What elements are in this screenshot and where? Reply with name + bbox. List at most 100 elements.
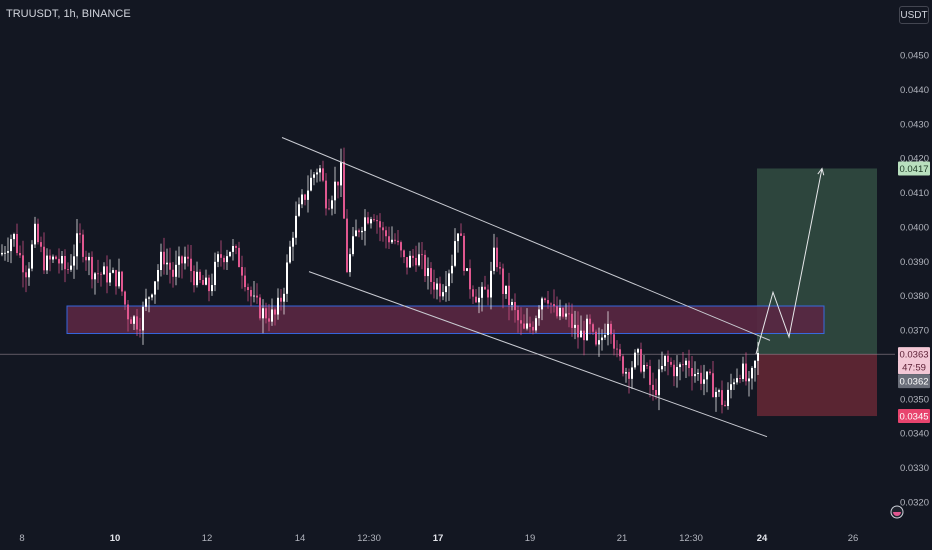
price-tick-label: 0.0380 (900, 291, 929, 302)
candle-body (199, 271, 201, 281)
candle-body (208, 277, 210, 292)
candle-body (445, 286, 447, 293)
candle-body (82, 234, 84, 257)
candle-body (733, 382, 735, 385)
price-tick-label: 0.0330 (900, 463, 929, 474)
candle-body (451, 265, 453, 274)
price-tick-label: 0.0420 (900, 154, 929, 165)
candle-body (478, 297, 480, 303)
candle-body (322, 168, 324, 181)
candle-body (571, 313, 573, 328)
candle-body (421, 254, 423, 256)
candle-body (340, 161, 342, 186)
countdown-tag: 47:59 (902, 363, 926, 374)
projection-path[interactable] (755, 168, 823, 355)
candle-body (676, 367, 678, 377)
candle-body (757, 353, 759, 361)
candle-body (172, 269, 174, 277)
candle-body (517, 310, 519, 321)
candle-body (580, 330, 582, 338)
candle-body (253, 295, 255, 297)
candle-body (202, 280, 204, 285)
candle-body (349, 254, 351, 273)
candle-body (634, 352, 636, 368)
candle-body (223, 257, 225, 263)
channel-lower-line[interactable] (308, 271, 768, 438)
candle-body (589, 318, 591, 325)
candle-body (61, 255, 63, 264)
candle-body (628, 372, 630, 379)
candle-body (136, 316, 138, 330)
candle-body (367, 217, 369, 224)
candle-body (319, 168, 321, 173)
time-axis: 8 10 12 14 12:30 17 19 21 12:30 24 26 (0, 528, 895, 550)
candle-body (520, 320, 522, 324)
candle-body (151, 294, 153, 298)
drawing-layer (0, 168, 895, 417)
candle-body (430, 268, 432, 282)
candle-body (94, 273, 96, 280)
candle-body (523, 323, 525, 329)
candle-body (106, 266, 108, 283)
candle-body (325, 180, 327, 209)
candle-body (103, 266, 105, 275)
candle-body (499, 267, 501, 269)
candle-body (328, 208, 330, 210)
candle-body (232, 246, 234, 252)
candle-body (631, 367, 633, 379)
candle-body (502, 268, 504, 294)
candle-body (565, 313, 567, 317)
channel-upper-line[interactable] (281, 137, 771, 341)
candle-body (334, 181, 336, 201)
time-tick-label: 26 (848, 533, 859, 544)
candle-body (508, 285, 510, 306)
time-tick-label: 17 (433, 533, 444, 544)
currency-button[interactable]: USDT (899, 6, 929, 24)
price-tick-label: 0.0440 (900, 85, 929, 96)
candle-body (85, 256, 87, 261)
candle-body (220, 254, 222, 258)
candle-body (211, 285, 213, 292)
demand-zone-rect[interactable] (66, 305, 825, 335)
candle-body (562, 307, 564, 317)
candle-body (481, 286, 483, 298)
candle-body (49, 255, 51, 260)
candle-body (4, 252, 6, 254)
candle-body (97, 273, 99, 275)
candle-body (52, 256, 54, 260)
candle-body (205, 277, 207, 285)
candle-body (493, 247, 495, 271)
candle-body (31, 244, 33, 269)
candle-body (265, 308, 267, 319)
candle-body (58, 258, 60, 264)
candle-body (454, 241, 456, 266)
candle-body (118, 271, 120, 287)
candle-body (109, 272, 111, 283)
candle-body (1, 252, 3, 255)
candle-body (592, 324, 594, 332)
candle-body (403, 250, 405, 258)
candle-body (34, 223, 36, 245)
candle-body (112, 270, 114, 273)
overlay-layer (281, 137, 825, 438)
price-tick-label: 0.0340 (900, 429, 929, 440)
candle-body (424, 254, 426, 277)
candle-body (721, 390, 723, 405)
candle-body (157, 270, 159, 282)
prev-close-tag-bg (898, 374, 930, 389)
candle-body (166, 262, 168, 265)
candle-body (685, 360, 687, 366)
candle-body (238, 247, 240, 268)
candle-body (274, 309, 276, 315)
candle-body (550, 303, 552, 305)
candle-body (487, 289, 489, 298)
candle-body (577, 324, 579, 338)
candle-body (175, 264, 177, 277)
candle-body (214, 261, 216, 286)
candle-body (610, 323, 612, 335)
candle-body (382, 227, 384, 231)
candle-body (79, 233, 81, 235)
candle-body (604, 334, 606, 338)
candle-body (250, 290, 252, 297)
